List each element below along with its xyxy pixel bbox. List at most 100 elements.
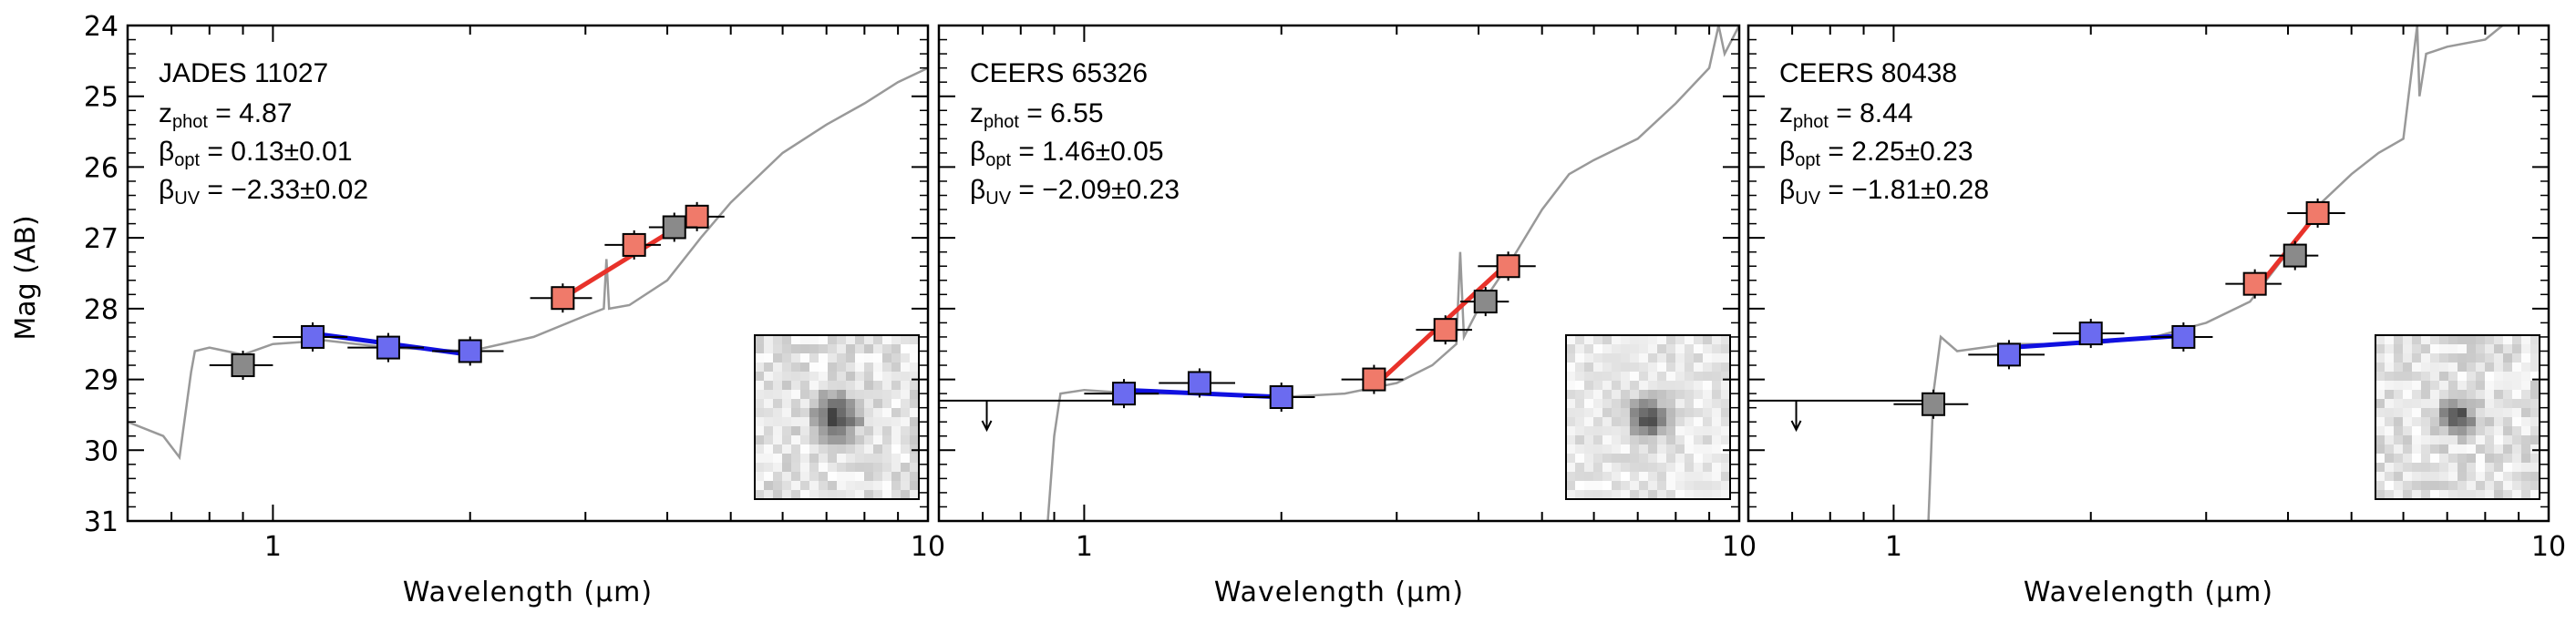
inset-pixel [2385,490,2395,500]
inset-pixel [2512,435,2522,445]
inset-pixel [1721,363,1731,373]
inset-pixel [2385,472,2395,482]
inset-pixel [828,417,838,427]
inset-pixel [1685,426,1695,436]
inset-pixel [2394,472,2404,482]
inset-border [1565,334,1731,500]
inset-pixel [2530,472,2540,482]
inset-pixel [873,472,883,482]
inset-pixel [2530,435,2540,445]
inset-pixel [2494,381,2504,391]
inset-pixel [910,372,920,382]
inset-pixel [1648,417,1658,427]
inset-pixel [2430,417,2440,427]
inset-pixel [2394,399,2404,409]
inset-pixel [1685,399,1695,409]
inset-pixel [809,417,819,427]
inset-pixel [2403,481,2413,491]
inset-pixel [1593,417,1603,427]
inset-pixel [1666,481,1676,491]
inset-pixel [2412,363,2422,373]
data-point-opt [2305,200,2330,225]
inset-pixel [1584,335,1594,345]
inset-pixel [873,381,883,391]
inset-pixel [2485,490,2495,500]
y-tick-label: 26 [84,152,118,184]
inset-pixel [755,335,765,345]
inset-pixel [2439,444,2449,454]
inset-pixel [873,454,883,464]
inset-pixel [2375,353,2385,363]
inset-pixel [1694,481,1704,491]
inset-pixel [2476,390,2486,400]
inset-pixel [1648,363,1658,373]
inset-pixel [910,426,920,436]
inset-pixel [2412,390,2422,400]
inset-pixel [1602,381,1613,391]
inset-pixel [2430,344,2440,354]
inset-pixel [800,426,810,436]
beta-optical-value: βopt = 0.13±0.01 [159,137,353,170]
inset-pixel [1675,344,1685,354]
inset-pixel [2421,408,2431,418]
inset-pixel [1612,381,1622,391]
inset-pixel [2476,353,2486,363]
inset-pixel [1712,454,1722,464]
inset-pixel [846,454,856,464]
inset-pixel [2394,463,2404,473]
inset-pixel [1639,372,1649,382]
inset-pixel [773,408,783,418]
inset-pixel [2530,399,2540,409]
inset-pixel [2476,344,2486,354]
inset-pixel [2467,481,2477,491]
inset-pixel [1657,363,1667,373]
inset-pixel [2458,363,2468,373]
inset-pixel [910,435,920,445]
inset-pixel [1612,408,1622,418]
inset-pixel [1575,399,1585,409]
inset-pixel [1630,335,1640,345]
inset-pixel [1621,399,1631,409]
inset-pixel [901,426,911,436]
inset-pixel [846,372,856,382]
inset-pixel [1703,454,1713,464]
inset-pixel [1694,417,1704,427]
inset-pixel [1584,353,1594,363]
inset-pixel [764,417,774,427]
inset-pixel [1593,363,1603,373]
inset-pixel [2512,490,2522,500]
inset-pixel [2476,417,2486,427]
inset-pixel [1703,344,1713,354]
inset-pixel [1703,363,1713,373]
inset-pixel [2403,399,2413,409]
inset-pixel [1584,417,1594,427]
inset-pixel [855,481,865,491]
inset-pixel [1639,344,1649,354]
inset-pixel [2512,426,2522,436]
inset-pixel [1685,353,1695,363]
inset-pixel [1575,381,1585,391]
inset-pixel [1593,472,1603,482]
inset-pixel [1630,372,1640,382]
inset-pixel [1721,408,1731,418]
inset-pixel [2430,481,2440,491]
inset-pixel [1685,363,1695,373]
inset-pixel [1584,435,1594,445]
inset-pixel [809,454,819,464]
inset-pixel [2476,399,2486,409]
inset-pixel [1657,390,1667,400]
inset-pixel [2421,353,2431,363]
inset-pixel [1648,372,1658,382]
inset-pixel [837,490,847,500]
inset-pixel [764,463,774,473]
beta-uv-value: βUV = −1.81±0.28 [1779,175,1989,209]
inset-pixel [2430,435,2440,445]
inset-pixel [1648,381,1658,391]
inset-pixel [1593,481,1603,491]
inset-pixel [782,490,792,500]
inset-pixel [864,390,874,400]
inset-pixel [846,426,856,436]
inset-pixel [1566,463,1576,473]
inset-pixel [1703,444,1713,454]
inset-pixel [864,417,874,427]
